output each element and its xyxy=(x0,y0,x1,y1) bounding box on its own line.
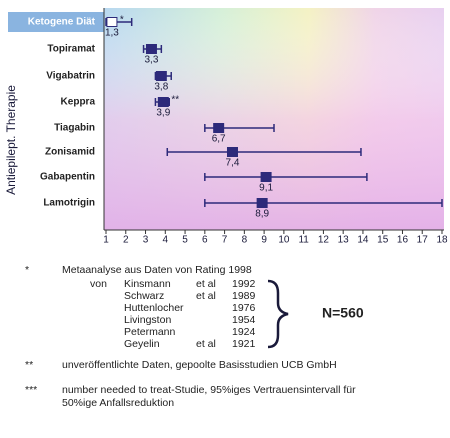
footnote-marker: ** xyxy=(171,95,179,106)
x-tick-label: 2 xyxy=(123,235,129,246)
category-label: Tiagabin xyxy=(54,123,95,134)
highlight xyxy=(8,12,104,32)
value-label: 8,9 xyxy=(255,209,269,220)
x-tick-label: 8 xyxy=(242,235,248,246)
category-label: Ketogene Diät xyxy=(28,17,96,28)
category-label: Zonisamid xyxy=(45,147,95,158)
author: Petermann xyxy=(124,326,176,338)
value-label: 7,4 xyxy=(226,158,240,169)
year: 1976 xyxy=(232,302,256,314)
brace xyxy=(267,279,289,349)
y-axis-label: Antiepilept. Therapie xyxy=(4,85,18,195)
note-marker: * xyxy=(25,264,29,276)
author: Livingston xyxy=(124,314,171,326)
total: N=560 xyxy=(322,305,364,321)
year: 1989 xyxy=(232,290,256,302)
point xyxy=(260,172,272,182)
year: 1954 xyxy=(232,314,256,326)
category-label: Gabapentin xyxy=(40,172,95,183)
year: 1921 xyxy=(232,338,256,350)
point xyxy=(226,147,238,157)
note-text: 50%ige Anfallsreduktion xyxy=(62,397,174,409)
value-label: 6,7 xyxy=(212,134,226,145)
x-tick-label: 17 xyxy=(417,235,429,246)
x-tick-label: 11 xyxy=(298,235,309,246)
year: 1992 xyxy=(232,278,256,290)
point xyxy=(256,198,268,208)
value-label: 9,1 xyxy=(259,183,273,194)
x-tick-label: 15 xyxy=(377,235,389,246)
year: 1924 xyxy=(232,326,256,338)
x-tick-label: 12 xyxy=(318,235,330,246)
et-al: et al xyxy=(196,338,216,350)
note-text: von xyxy=(90,278,107,290)
x-tick-label: 10 xyxy=(278,235,290,246)
author: Huttenlocher xyxy=(124,302,184,314)
author: Schwarz xyxy=(124,290,164,302)
x-tick-label: 7 xyxy=(222,235,228,246)
note-text: unveröffentlichte Daten, gepoolte Basiss… xyxy=(62,359,337,371)
category-label: Vigabatrin xyxy=(46,71,95,82)
note-text: number needed to treat-Studie, 95%iges V… xyxy=(62,384,356,396)
x-tick-label: 16 xyxy=(397,235,409,246)
x-tick-label: 1 xyxy=(103,235,109,246)
footnote-marker: * xyxy=(120,15,124,26)
x-tick-label: 14 xyxy=(357,235,369,246)
et-al: et al xyxy=(196,278,216,290)
author: Kinsmann xyxy=(124,278,171,290)
point xyxy=(155,71,167,81)
point xyxy=(213,123,225,133)
note-marker: *** xyxy=(25,384,37,396)
et-al: et al xyxy=(196,290,216,302)
note-marker: ** xyxy=(25,359,33,371)
category-label: Keppra xyxy=(61,97,96,108)
x-tick-label: 6 xyxy=(202,235,208,246)
author: Geyelin xyxy=(124,338,160,350)
x-tick-label: 13 xyxy=(338,235,350,246)
x-tick-label: 3 xyxy=(143,235,149,246)
x-tick-label: 5 xyxy=(182,235,188,246)
value-label: 3,8 xyxy=(154,82,168,93)
note-text: Metaanalyse aus Daten von Rating 1998 xyxy=(62,264,252,276)
category-label: Topiramat xyxy=(47,44,95,55)
value-label: 1,3 xyxy=(105,28,119,39)
x-tick-label: 4 xyxy=(163,235,169,246)
point xyxy=(157,97,169,107)
plot-shade xyxy=(104,8,444,230)
point xyxy=(145,44,157,54)
x-tick-label: 9 xyxy=(261,235,267,246)
value-label: 3,9 xyxy=(156,108,170,119)
x-tick-label: 18 xyxy=(436,235,448,246)
value-label: 3,3 xyxy=(145,55,159,66)
point xyxy=(106,17,118,27)
category-label: Lamotrigin xyxy=(43,198,95,209)
